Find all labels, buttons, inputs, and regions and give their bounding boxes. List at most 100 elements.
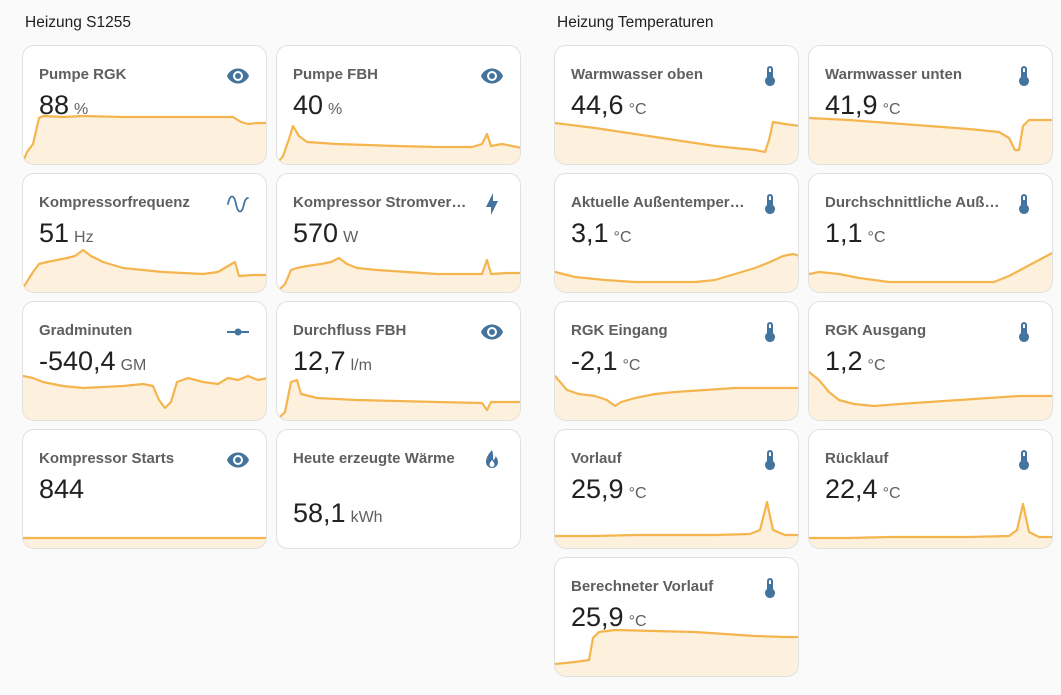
commit-icon <box>226 320 250 344</box>
sparkline <box>809 251 1052 292</box>
thermometer-icon <box>758 64 782 88</box>
card-name: Durchfluss FBH <box>293 322 407 339</box>
state-value: 22,4 <box>825 474 878 504</box>
card-name: RGK Ausgang <box>825 322 927 339</box>
thermometer-icon <box>758 576 782 600</box>
state-value: 40 <box>293 90 324 120</box>
sparkline <box>809 502 1052 548</box>
thermometer-icon <box>758 448 782 472</box>
card-name: Pumpe RGK <box>39 66 127 83</box>
state-unit: °C <box>622 357 641 374</box>
thermometer-icon <box>758 192 782 216</box>
state-unit: % <box>74 101 89 118</box>
eye-icon <box>226 64 250 88</box>
sparkline <box>555 374 798 420</box>
card-name: Gradminuten <box>39 322 133 339</box>
state-unit: GM <box>120 357 147 374</box>
eye-icon <box>480 64 504 88</box>
sparkline <box>23 114 266 164</box>
state-unit: l/m <box>350 357 372 374</box>
card-pumpe-rgk[interactable]: Pumpe RGK 88% <box>22 45 267 165</box>
sparkline <box>23 248 266 292</box>
sparkline <box>277 378 520 420</box>
card-kompressor-stromverbrauch[interactable]: Kompressor Stromverbr… 570 W <box>276 173 521 293</box>
card-name: Berechneter Vorlauf <box>571 578 714 595</box>
card-name: Rücklauf <box>825 450 889 467</box>
sparkline <box>23 374 266 420</box>
state-value: 25,9 <box>571 602 624 632</box>
state-unit: °C <box>867 357 886 374</box>
card-name: Heute erzeugte Wärme <box>293 450 455 467</box>
card-berechneter-vorlauf[interactable]: Berechneter Vorlauf 25,9 °C <box>554 557 799 677</box>
state-unit: °C <box>628 613 647 630</box>
state-value: 1,1 <box>825 218 863 248</box>
sparkline <box>809 116 1052 164</box>
state-unit: W <box>343 229 359 246</box>
card-rgk-ausgang[interactable]: RGK Ausgang 1,2 °C <box>808 301 1053 421</box>
state-value: 58,1 <box>293 498 346 528</box>
state-unit: °C <box>628 101 647 118</box>
state-value: -2,1 <box>571 346 618 376</box>
card-warmwasser-oben[interactable]: Warmwasser oben 44,6 °C <box>554 45 799 165</box>
state-value: 41,9 <box>825 90 878 120</box>
state-unit: °C <box>882 485 901 502</box>
state-value: 570 <box>293 218 339 248</box>
lightning-bolt-icon <box>480 192 504 216</box>
thermometer-icon <box>1012 192 1036 216</box>
sine-wave-icon <box>226 192 250 216</box>
card-kompressor-starts[interactable]: Kompressor Starts 844 <box>22 429 267 549</box>
card-pumpe-fbh[interactable]: Pumpe FBH 40% <box>276 45 521 165</box>
state-value: 25,9 <box>571 474 624 504</box>
state-value: -540,4 <box>39 346 116 376</box>
card-heute-erzeugte-waerme[interactable]: Heute erzeugte Wärme 58,1 kWh <box>276 429 521 549</box>
state-value: 51 <box>39 218 70 248</box>
state-unit: % <box>328 101 343 118</box>
state-unit: °C <box>613 229 632 246</box>
sparkline <box>809 370 1052 420</box>
state-unit: Hz <box>74 229 94 246</box>
section-title-heizung-s1255: Heizung S1255 <box>25 14 131 31</box>
state-value: 844 <box>39 474 85 504</box>
thermometer-icon <box>1012 320 1036 344</box>
thermometer-icon <box>1012 448 1036 472</box>
state-unit: °C <box>882 101 901 118</box>
state-value: 3,1 <box>571 218 609 248</box>
card-name: Warmwasser unten <box>825 66 962 83</box>
card-gradminuten[interactable]: Gradminuten -540,4 GM <box>22 301 267 421</box>
card-name: Warmwasser oben <box>571 66 703 83</box>
sparkline <box>23 536 266 548</box>
card-name: RGK Eingang <box>571 322 668 339</box>
card-name: Kompressor Starts <box>39 450 175 467</box>
card-name: Kompressor Stromverbr… <box>293 194 473 211</box>
card-name: Kompressorfrequenz <box>39 194 190 211</box>
card-kompressorfrequenz[interactable]: Kompressorfrequenz 51 Hz <box>22 173 267 293</box>
card-warmwasser-unten[interactable]: Warmwasser unten 41,9 °C <box>808 45 1053 165</box>
card-ruecklauf[interactable]: Rücklauf 22,4 °C <box>808 429 1053 549</box>
state-value: 12,7 <box>293 346 346 376</box>
state-unit: kWh <box>350 509 383 526</box>
card-rgk-eingang[interactable]: RGK Eingang -2,1 °C <box>554 301 799 421</box>
fire-icon <box>480 448 504 472</box>
eye-icon <box>480 320 504 344</box>
sparkline <box>555 120 798 164</box>
card-durchschnittliche-aussentemperatur[interactable]: Durchschnittliche Außen… 1,1 °C <box>808 173 1053 293</box>
sparkline <box>555 628 798 676</box>
card-durchfluss-fbh[interactable]: Durchfluss FBH 12,7 l/m <box>276 301 521 421</box>
sparkline <box>277 124 520 164</box>
thermometer-icon <box>758 320 782 344</box>
state-value: 44,6 <box>571 90 624 120</box>
card-vorlauf[interactable]: Vorlauf 25,9 °C <box>554 429 799 549</box>
sparkline <box>555 500 798 548</box>
state-unit: °C <box>628 485 647 502</box>
card-name: Vorlauf <box>571 450 622 467</box>
thermometer-icon <box>1012 64 1036 88</box>
state-unit: °C <box>867 229 886 246</box>
card-aktuelle-aussentemperatur[interactable]: Aktuelle Außentemperat… 3,1 °C <box>554 173 799 293</box>
sparkline <box>555 252 798 292</box>
section-title-heizung-temperaturen: Heizung Temperaturen <box>557 14 714 31</box>
sparkline <box>277 256 520 292</box>
card-name: Pumpe FBH <box>293 66 379 83</box>
card-name: Durchschnittliche Außen… <box>825 194 1005 211</box>
card-name: Aktuelle Außentemperat… <box>571 194 751 211</box>
state-value: 1,2 <box>825 346 863 376</box>
